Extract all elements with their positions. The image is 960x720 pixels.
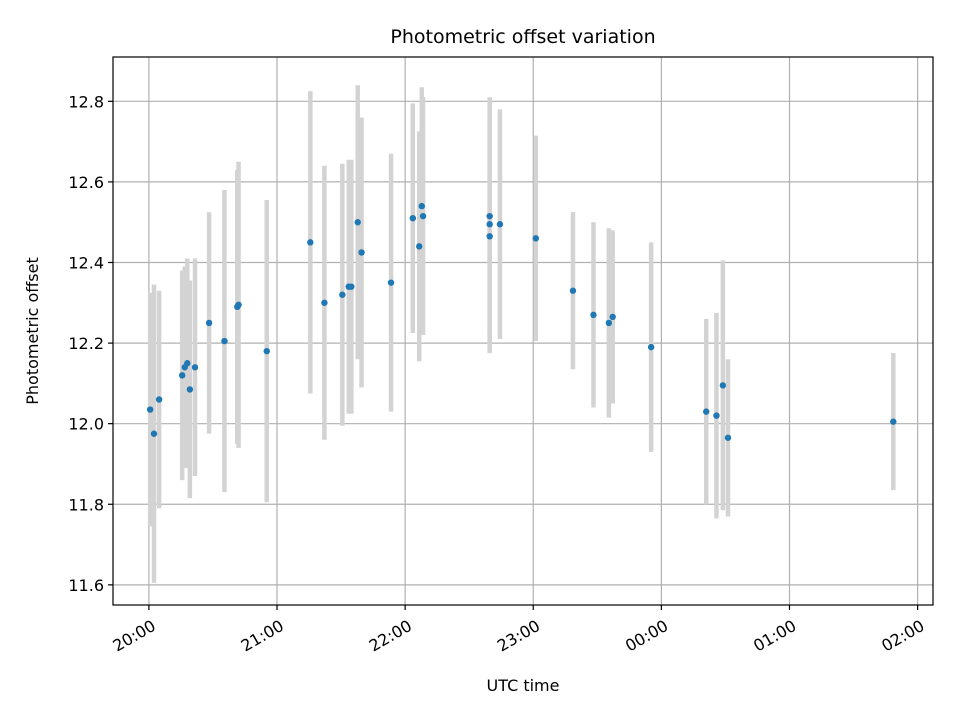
y-axis-label: Photometric offset xyxy=(23,257,42,405)
data-point xyxy=(235,301,242,309)
data-point xyxy=(146,406,154,413)
y-tick-label: 12.0 xyxy=(68,415,104,434)
x-axis-label: UTC time xyxy=(487,676,560,695)
data-point xyxy=(409,214,417,222)
y-axis-ticks: 11.6 11.8 12.0 12.2 12.4 12.6 12.8 xyxy=(68,92,113,595)
data-point xyxy=(205,319,213,327)
data-point xyxy=(186,386,194,393)
data-point xyxy=(496,221,504,228)
data-point xyxy=(348,283,355,290)
data-point xyxy=(184,360,191,367)
data-point xyxy=(532,235,540,242)
data-point xyxy=(569,287,577,294)
y-tick-label: 12.4 xyxy=(68,254,104,273)
data-point xyxy=(416,243,423,250)
grid xyxy=(113,57,933,605)
data-point xyxy=(191,364,199,371)
data-point xyxy=(605,319,613,327)
data-point xyxy=(418,202,425,210)
data-point xyxy=(419,212,427,220)
data-points xyxy=(146,202,897,441)
data-point xyxy=(703,408,710,415)
data-point xyxy=(150,430,158,437)
chart-title: Photometric offset variation xyxy=(390,26,655,48)
data-point xyxy=(155,396,163,403)
y-tick-label: 11.6 xyxy=(68,576,104,595)
data-point xyxy=(486,233,493,240)
y-tick-label: 12.2 xyxy=(68,334,104,353)
data-point xyxy=(221,337,228,345)
data-point xyxy=(890,418,897,425)
data-point xyxy=(263,347,270,355)
data-point xyxy=(307,239,314,246)
data-point xyxy=(321,299,328,306)
data-point xyxy=(178,372,186,379)
data-point xyxy=(354,219,361,226)
data-point xyxy=(590,311,597,319)
data-point xyxy=(387,279,395,286)
data-point xyxy=(339,291,346,298)
y-tick-label: 12.8 xyxy=(68,92,104,111)
data-point xyxy=(486,221,493,228)
data-point xyxy=(647,343,655,351)
plot-frame xyxy=(112,56,934,606)
y-tick-label: 11.8 xyxy=(68,495,104,514)
data-point xyxy=(609,313,616,321)
data-point xyxy=(713,412,720,419)
data-point xyxy=(724,434,732,441)
data-point xyxy=(486,212,493,220)
y-tick-label: 12.6 xyxy=(68,173,104,192)
data-point xyxy=(719,382,727,389)
data-point xyxy=(358,249,365,256)
